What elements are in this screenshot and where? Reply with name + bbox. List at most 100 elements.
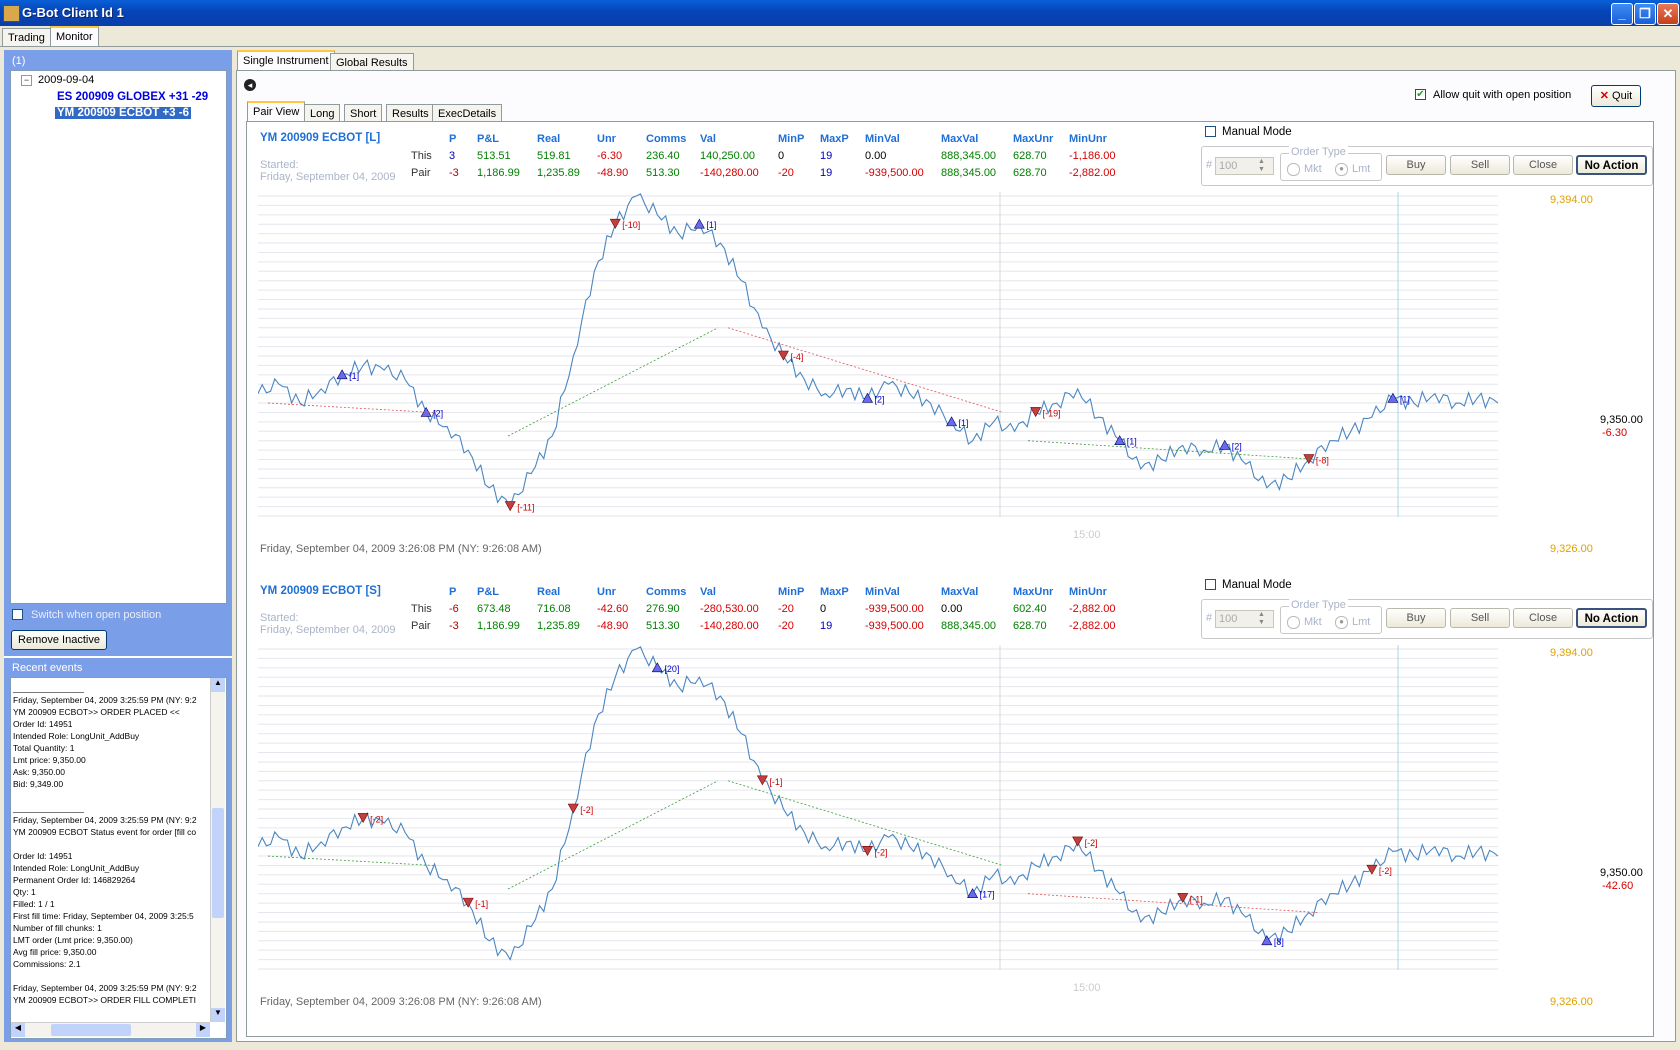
- started-date: Friday, September 04, 2009: [260, 624, 396, 636]
- stat-value: 888,345.00: [941, 620, 997, 632]
- price-chart[interactable]: [-2] [-1] [-2] [20] [-1] [-2] [17] [-2] [-1] [8] […: [258, 645, 1598, 995]
- scroll-down-icon[interactable]: ▼: [211, 1008, 225, 1022]
- lmt-radio[interactable]: ●: [1335, 163, 1348, 176]
- trade-marker: [1]: [336, 369, 359, 381]
- manual-mode-checkbox[interactable]: [1205, 126, 1216, 137]
- trade-label: [2]: [874, 394, 884, 404]
- no-action-button[interactable]: No Action: [1576, 608, 1647, 628]
- stat-value: 1,186.99: [477, 167, 520, 179]
- trade-marker: [-10]: [609, 218, 640, 230]
- col-header: Val: [700, 133, 716, 145]
- col-header: Real: [537, 133, 561, 145]
- minimize-button[interactable]: _: [1611, 3, 1633, 25]
- stat-value: 513.30: [646, 620, 680, 632]
- trade-marker: [1]: [693, 218, 716, 230]
- buy-button[interactable]: Buy: [1386, 608, 1446, 628]
- qty-stepper[interactable]: 100: [1215, 157, 1274, 175]
- stat-value: 0: [778, 150, 785, 162]
- stat-value: -20: [778, 167, 794, 179]
- subtab-long[interactable]: Long: [304, 104, 341, 122]
- qty-label: #: [1206, 612, 1213, 624]
- sell-button[interactable]: Sell: [1450, 608, 1510, 628]
- stat-value: 19: [820, 620, 833, 632]
- maximize-button[interactable]: ❐: [1634, 3, 1656, 25]
- events-text: _______________ Friday, September 04, 20…: [13, 683, 197, 1005]
- subtab-short[interactable]: Short: [344, 104, 383, 122]
- tree-item-es[interactable]: ES 200909 GLOBEX +31 -29: [57, 91, 209, 103]
- col-header: Real: [537, 586, 561, 598]
- price-chart[interactable]: [1] [2] [-11] [-10] [1] [-4] [2] [1] [-19] [1] [2]…: [258, 192, 1598, 542]
- price-bottom: 9,326.00: [1550, 996, 1593, 1008]
- tab-trading[interactable]: Trading: [2, 28, 51, 46]
- scroll-right-icon[interactable]: ▶: [196, 1023, 210, 1037]
- col-header: MaxP: [820, 133, 849, 145]
- chart-footer: Friday, September 04, 2009 3:26:08 PM (N…: [260, 996, 542, 1008]
- tree-date-node[interactable]: 2009-09-04: [38, 74, 95, 86]
- trade-label: [-19]: [1043, 408, 1061, 418]
- trade-label: [17]: [980, 890, 995, 900]
- sell-button[interactable]: Sell: [1450, 155, 1510, 175]
- switch-checkbox[interactable]: [12, 609, 23, 620]
- price-bottom: 9,326.00: [1550, 543, 1593, 555]
- trade-label: [1]: [1400, 394, 1410, 404]
- manual-mode-checkbox[interactable]: [1205, 579, 1216, 590]
- scroll-up-icon[interactable]: ▲: [211, 678, 225, 692]
- col-header: MaxVal: [941, 133, 979, 145]
- collapse-icon[interactable]: −: [21, 75, 32, 86]
- stepper-arrows-icon[interactable]: ▲ ▼: [1258, 611, 1265, 626]
- manual-mode-label: Manual Mode: [1222, 126, 1292, 138]
- col-header: MinUnr: [1069, 133, 1107, 145]
- started-label: Started:: [260, 612, 299, 624]
- tree-item-ym[interactable]: YM 200909 ECBOT +3 -6: [55, 107, 191, 119]
- tab-single-instrument[interactable]: Single Instrument: [237, 50, 335, 70]
- col-header: P&L: [477, 133, 499, 145]
- stat-value: 628.70: [1013, 167, 1047, 179]
- hscroll-thumb[interactable]: [51, 1024, 131, 1036]
- no-action-button[interactable]: No Action: [1576, 155, 1647, 175]
- scroll-thumb[interactable]: [212, 808, 224, 918]
- tab-monitor[interactable]: Monitor: [50, 26, 99, 46]
- subtab-execdetails[interactable]: ExecDetails: [432, 104, 503, 122]
- subtab-pair-view[interactable]: Pair View: [247, 101, 306, 121]
- pair-link-line: [1027, 893, 1319, 913]
- allow-quit-checkbox[interactable]: ✔: [1415, 89, 1426, 100]
- instruments-header: (1): [12, 55, 26, 67]
- stat-value: 1,186.99: [477, 620, 520, 632]
- trade-marker: [-4]: [777, 350, 803, 362]
- stepper-arrows-icon[interactable]: ▲ ▼: [1258, 158, 1265, 173]
- trade-label: [1]: [706, 220, 716, 230]
- col-header: P: [449, 133, 457, 145]
- remove-inactive-button[interactable]: Remove Inactive: [11, 630, 107, 650]
- time-marker: 15:00: [1073, 982, 1101, 994]
- close-position-button[interactable]: Close: [1513, 155, 1573, 175]
- events-scrollbar[interactable]: ▲ ▼: [210, 678, 225, 1022]
- lmt-radio[interactable]: ●: [1335, 616, 1348, 629]
- app-icon: [3, 5, 20, 22]
- events-hscrollbar[interactable]: ◀ ▶: [11, 1022, 210, 1037]
- quit-button[interactable]: ✕ Quit: [1591, 85, 1641, 107]
- pair-link-line: [267, 855, 434, 866]
- stat-value: 602.40: [1013, 603, 1047, 615]
- buy-button[interactable]: Buy: [1386, 155, 1446, 175]
- qty-stepper[interactable]: 100: [1215, 610, 1274, 628]
- order-type-label: Order Type: [1289, 599, 1348, 611]
- lmt-label: Lmt: [1352, 163, 1371, 175]
- close-button[interactable]: ✕: [1657, 3, 1679, 25]
- stat-value: 0: [820, 603, 827, 615]
- trade-marker: [8]: [1261, 935, 1284, 947]
- subtab-results[interactable]: Results: [386, 104, 435, 122]
- mkt-radio[interactable]: [1287, 616, 1300, 629]
- stat-value: -2,882.00: [1069, 620, 1116, 632]
- close-position-button[interactable]: Close: [1513, 608, 1573, 628]
- stat-value: -939,500.00: [865, 603, 924, 615]
- back-icon[interactable]: ◂: [244, 79, 256, 91]
- mkt-radio[interactable]: [1287, 163, 1300, 176]
- tab-global-results[interactable]: Global Results: [330, 53, 414, 71]
- trade-marker: [-1]: [462, 897, 488, 909]
- events-header: Recent events: [12, 662, 83, 674]
- stat-value: -6.30: [597, 150, 623, 162]
- stat-value: -140,280.00: [700, 167, 759, 179]
- events-log[interactable]: _______________ Friday, September 04, 20…: [10, 677, 227, 1039]
- quit-icon: ✕: [1599, 90, 1609, 102]
- scroll-left-icon[interactable]: ◀: [11, 1023, 25, 1037]
